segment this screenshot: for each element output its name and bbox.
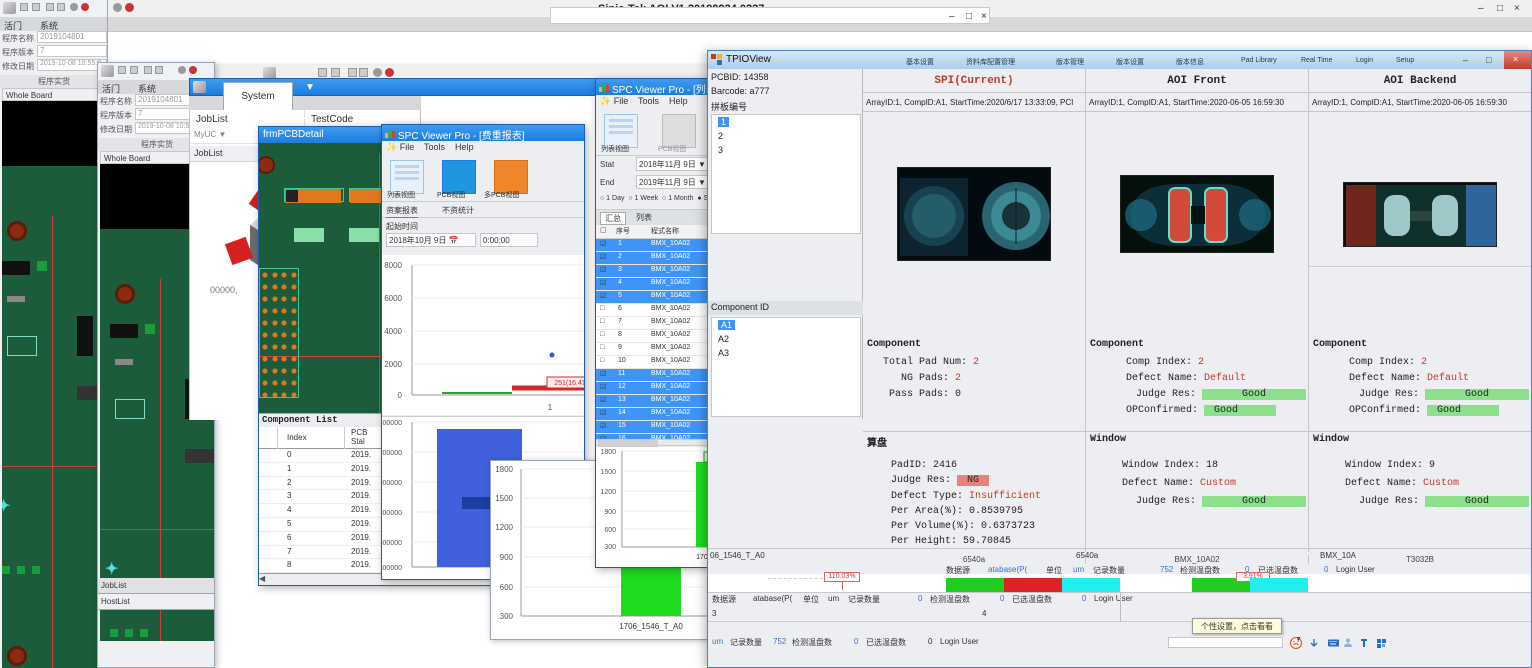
svg-text:900: 900	[604, 509, 616, 516]
svg-text:1800: 1800	[600, 449, 616, 456]
svg-text:1: 1	[548, 403, 553, 412]
svg-text:1200000: 1200000	[382, 450, 402, 457]
svg-text:300: 300	[500, 612, 514, 621]
svg-text:2000: 2000	[384, 360, 402, 369]
svg-text:600: 600	[604, 527, 616, 534]
svg-text:1500: 1500	[495, 494, 513, 503]
svg-text:600: 600	[500, 583, 514, 592]
svg-text:1800: 1800	[495, 465, 513, 474]
svg-text:1400000: 1400000	[382, 420, 402, 427]
svg-text:0: 0	[398, 391, 403, 400]
svg-text:6000: 6000	[384, 294, 402, 303]
svg-text:8000: 8000	[384, 261, 402, 270]
svg-text:400000: 400000	[382, 565, 402, 572]
svg-text:1706_1546_T_A0: 1706_1546_T_A0	[619, 622, 683, 631]
svg-text:1200: 1200	[495, 523, 513, 532]
svg-text:251(16.41: 251(16.41	[554, 380, 585, 387]
svg-text:300: 300	[604, 544, 616, 551]
svg-text:900: 900	[500, 553, 514, 562]
svg-text:4000: 4000	[384, 327, 402, 336]
svg-text:1200: 1200	[600, 489, 616, 496]
svg-text:1500: 1500	[600, 469, 616, 476]
svg-text:600000: 600000	[382, 540, 402, 547]
svg-text:800000: 800000	[382, 510, 402, 517]
